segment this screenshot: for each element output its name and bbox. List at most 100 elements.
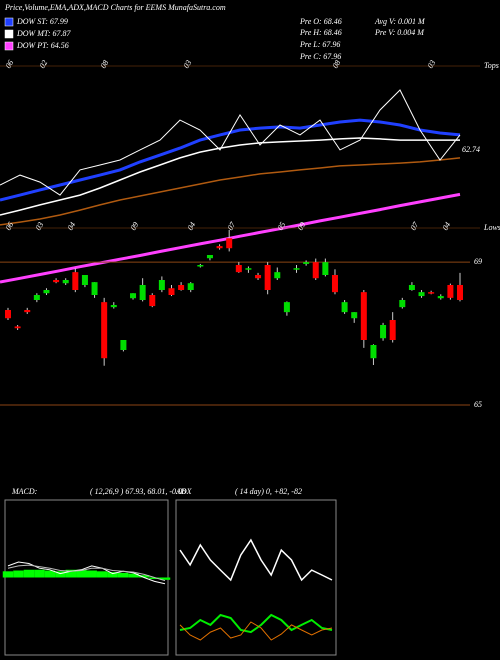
- candle-body: [418, 292, 425, 297]
- panel-title: ADX: [175, 487, 193, 496]
- histogram-bar: [65, 569, 77, 578]
- histogram-bar: [86, 570, 97, 578]
- candle-body: [226, 238, 233, 249]
- candle-body: [197, 265, 204, 267]
- candle-body: [101, 302, 108, 359]
- panel-subtitle: ( 12,26,9 ) 67.93, 68.01, -0.08: [90, 487, 186, 496]
- candle-body: [206, 255, 213, 259]
- candle-body: [322, 262, 329, 275]
- candle-body: [81, 275, 88, 285]
- candle-body: [360, 292, 367, 340]
- candle-body: [149, 295, 156, 307]
- annotation: 62.74: [462, 145, 480, 154]
- histogram-bar: [2, 571, 14, 578]
- date-label: 06: [4, 58, 16, 69]
- stat: Pre C: 67.96: [299, 52, 341, 61]
- legend-label: DOW MT: 67.87: [16, 29, 72, 38]
- panel-title: MACD:: [11, 487, 38, 496]
- candle-body: [168, 288, 175, 295]
- candle-body: [380, 325, 387, 339]
- candle-body: [428, 292, 435, 294]
- legend-label: DOW PT: 64.56: [16, 41, 69, 50]
- histogram-bar: [13, 570, 24, 578]
- date-label: 04: [186, 220, 198, 231]
- candle-body: [399, 300, 406, 308]
- candle-body: [303, 262, 310, 264]
- histogram-bar: [23, 569, 35, 578]
- histogram-bar: [76, 569, 87, 578]
- candle-body: [351, 312, 358, 319]
- candle-body: [24, 310, 31, 313]
- panel-subtitle: ( 14 day) 0, +82, -82: [235, 487, 302, 496]
- date-label: 09: [296, 220, 308, 231]
- candle-body: [110, 305, 117, 308]
- candle-body: [43, 290, 50, 294]
- legend-label: DOW ST: 67.99: [16, 17, 68, 26]
- stat: Pre V: 0.004 M: [374, 28, 425, 37]
- candle-body: [187, 283, 194, 290]
- line: [179, 621, 333, 641]
- candle-body: [437, 296, 444, 299]
- candle-body: [139, 285, 146, 300]
- candle-body: [72, 272, 79, 290]
- histogram-bar: [34, 569, 45, 578]
- y-tick-label: 65: [474, 400, 482, 409]
- line: [0, 137, 460, 216]
- candle-body: [255, 275, 262, 279]
- candle-body: [274, 272, 281, 279]
- date-label: 08: [99, 58, 111, 69]
- candle-body: [216, 246, 223, 249]
- date-label: 08: [331, 58, 343, 69]
- stat: Pre L: 67.96: [299, 40, 340, 49]
- histogram-bar: [149, 577, 160, 580]
- candle-body: [33, 295, 40, 300]
- candle-body: [178, 285, 185, 290]
- date-label: 03: [182, 58, 194, 69]
- date-label: 03: [34, 220, 46, 231]
- line: [7, 564, 166, 582]
- candle-body: [264, 265, 271, 290]
- candle-body: [457, 285, 463, 300]
- candle-body: [14, 326, 21, 329]
- candle-body: [5, 310, 11, 319]
- histogram-bar: [96, 571, 108, 578]
- candle-body: [158, 280, 165, 290]
- candle-body: [53, 280, 60, 283]
- line: [0, 89, 461, 196]
- candle-body: [370, 345, 377, 359]
- stat: Avg V: 0.001 M: [374, 17, 426, 26]
- candle-body: [283, 302, 290, 313]
- candle-body: [331, 275, 338, 293]
- candle-body: [62, 280, 69, 284]
- page-title: Price,Volume,EMA,ADX,MACD Charts for EEM…: [4, 3, 226, 12]
- legend-swatch: [4, 17, 14, 27]
- histogram-bar: [55, 571, 66, 578]
- candle-body: [293, 268, 300, 270]
- date-label: 09: [129, 220, 141, 231]
- histogram-bar: [44, 570, 56, 578]
- bottom-label: Lows: [483, 223, 500, 232]
- candle-body: [91, 282, 98, 295]
- date-label: 05: [276, 220, 288, 231]
- date-label: 04: [66, 220, 78, 231]
- y-tick-label: 69: [474, 257, 482, 266]
- candle-body: [312, 262, 319, 279]
- legend-swatch: [4, 29, 14, 39]
- line: [179, 613, 333, 634]
- candle-body: [341, 302, 348, 313]
- top-label: Tops: [484, 61, 499, 70]
- candle-body: [408, 285, 415, 290]
- histogram-bar: [159, 577, 171, 580]
- date-label: 03: [426, 58, 438, 69]
- candle-body: [120, 340, 127, 350]
- histogram-bar: [117, 572, 129, 578]
- panel-frame: [175, 499, 337, 656]
- line: [0, 192, 461, 284]
- legend-swatch: [4, 41, 14, 51]
- candle-body: [389, 320, 396, 340]
- histogram-bar: [138, 575, 150, 578]
- line: [0, 157, 461, 226]
